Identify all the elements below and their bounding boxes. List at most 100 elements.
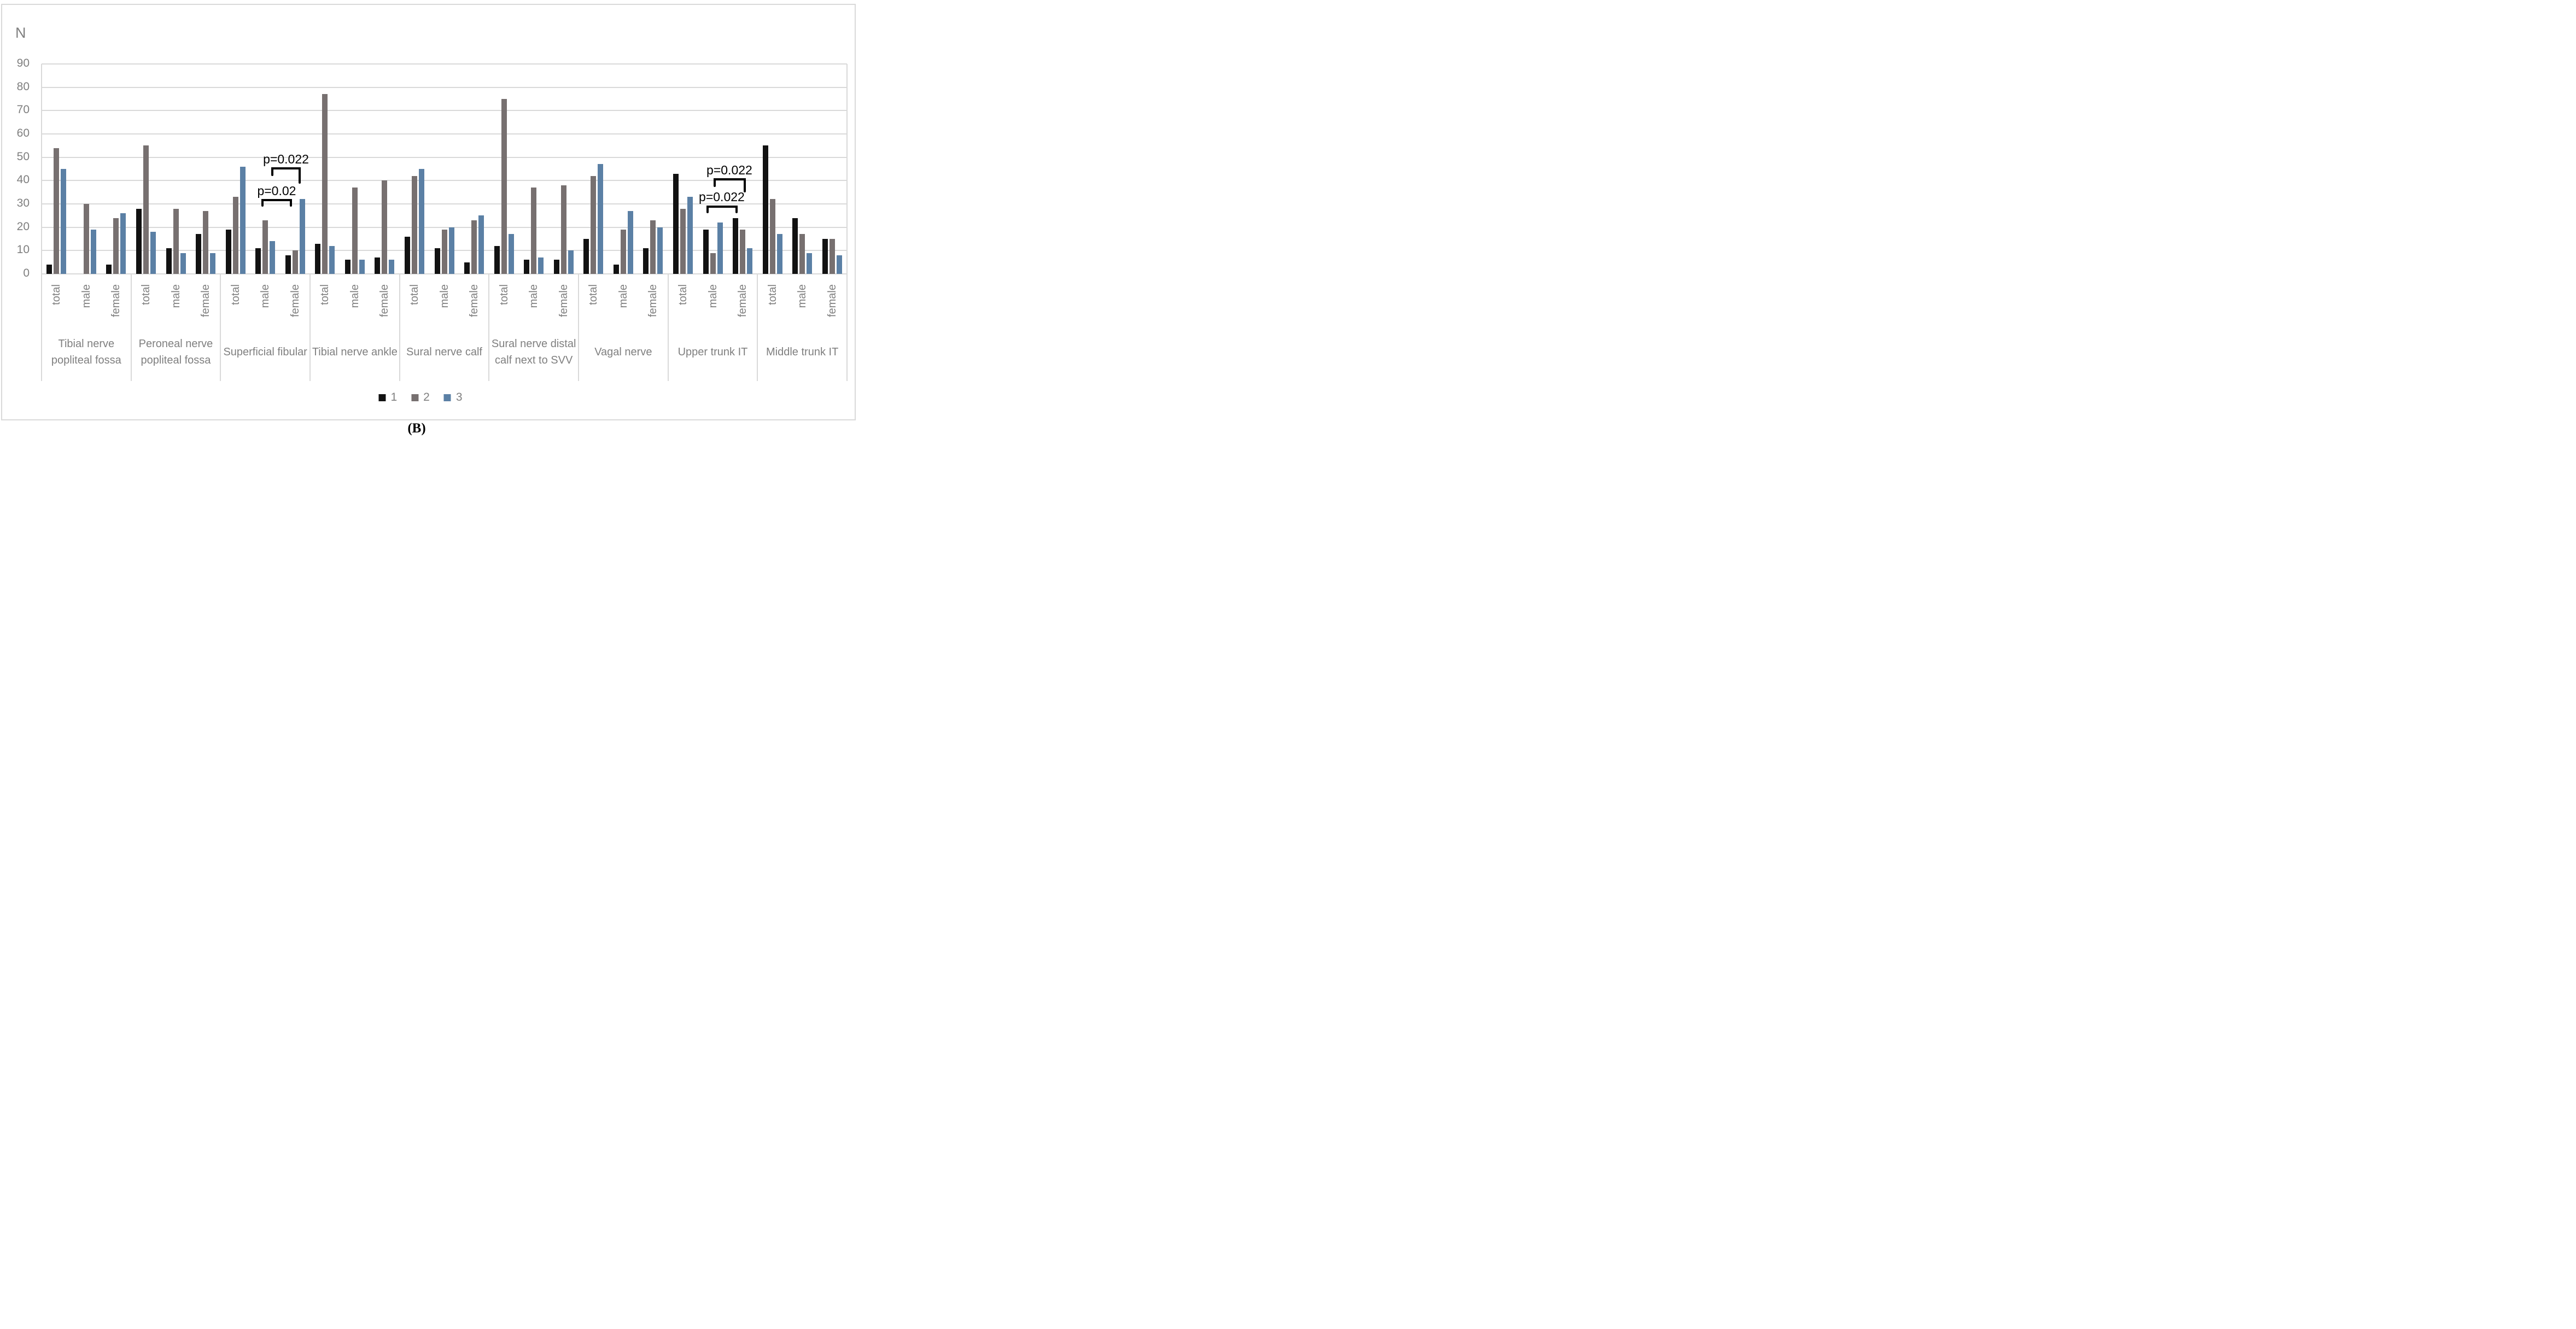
gridline bbox=[42, 63, 847, 65]
bracket-arm bbox=[271, 167, 273, 177]
y-tick-label: 90 bbox=[16, 57, 30, 69]
significance-bracket bbox=[261, 199, 293, 207]
category-label: Middle trunk IT bbox=[766, 346, 839, 358]
bar bbox=[471, 220, 477, 274]
y-axis-title: N bbox=[15, 25, 26, 41]
gridline bbox=[42, 203, 847, 204]
group-divider bbox=[399, 274, 400, 381]
gridline bbox=[42, 110, 847, 112]
bar bbox=[382, 180, 388, 274]
figure-caption: (B) bbox=[407, 421, 426, 436]
group-divider bbox=[846, 64, 848, 381]
bar bbox=[322, 94, 328, 274]
bar bbox=[404, 236, 410, 274]
bar bbox=[464, 262, 470, 274]
group-divider bbox=[488, 274, 490, 381]
bar bbox=[501, 99, 507, 274]
bracket-arm bbox=[735, 205, 738, 214]
category-label: Sural nerve distal calf next to SVV bbox=[491, 338, 576, 366]
significance-bracket bbox=[271, 167, 301, 184]
legend-item: 2 bbox=[411, 391, 430, 404]
bar bbox=[687, 197, 693, 274]
bar bbox=[524, 260, 530, 274]
legend-label: 1 bbox=[390, 391, 398, 403]
bar bbox=[150, 232, 156, 274]
bar bbox=[411, 175, 417, 274]
group-divider bbox=[757, 274, 758, 381]
bar bbox=[389, 260, 395, 274]
bar bbox=[560, 185, 566, 274]
bar bbox=[285, 255, 291, 274]
bar bbox=[180, 253, 186, 274]
bar bbox=[822, 239, 828, 274]
legend-swatch bbox=[411, 394, 419, 401]
legend-swatch bbox=[378, 394, 386, 401]
bar bbox=[315, 243, 321, 274]
bar bbox=[166, 248, 172, 274]
bar bbox=[136, 208, 142, 274]
bar bbox=[494, 245, 500, 274]
y-tick-label: 70 bbox=[16, 103, 30, 116]
bar bbox=[448, 227, 454, 274]
bar bbox=[710, 253, 716, 274]
bar bbox=[717, 223, 723, 274]
bar bbox=[538, 257, 544, 274]
bracket-arm bbox=[706, 205, 709, 214]
bar bbox=[531, 188, 537, 274]
category-label: Tibial nerve popliteal fossa bbox=[51, 338, 121, 366]
bar bbox=[240, 166, 246, 274]
significance-label: p=0.022 bbox=[699, 190, 745, 204]
significance-label: p=0.022 bbox=[706, 163, 752, 178]
bar bbox=[352, 188, 358, 274]
bar bbox=[90, 229, 96, 274]
significance-bracket bbox=[713, 178, 746, 193]
gridline bbox=[42, 180, 847, 182]
bar bbox=[747, 248, 753, 274]
bar bbox=[441, 229, 447, 274]
category-label: Upper trunk IT bbox=[677, 346, 748, 358]
chart-frame: N 0 10 20 30 40 50 60 70 80 90 total male female tot… bbox=[1, 4, 856, 420]
bar bbox=[643, 248, 649, 274]
gridline bbox=[42, 133, 847, 134]
bar bbox=[478, 215, 484, 274]
group-divider bbox=[578, 274, 579, 381]
bar bbox=[196, 234, 202, 274]
bar bbox=[703, 229, 709, 274]
bar bbox=[203, 210, 209, 274]
gridline bbox=[42, 156, 847, 158]
legend-label: 3 bbox=[455, 391, 463, 403]
bar bbox=[270, 241, 276, 274]
bar bbox=[210, 253, 216, 274]
bar bbox=[113, 218, 119, 274]
bar bbox=[829, 239, 835, 274]
bracket-arm bbox=[298, 167, 301, 184]
y-tick-label: 10 bbox=[16, 243, 30, 256]
bar bbox=[173, 208, 179, 274]
bar bbox=[508, 234, 514, 274]
bar bbox=[807, 253, 813, 274]
bracket-arm bbox=[743, 178, 746, 193]
bar bbox=[232, 197, 238, 274]
bar bbox=[83, 204, 89, 274]
group-divider bbox=[41, 64, 42, 381]
legend-swatch bbox=[443, 394, 451, 401]
bar bbox=[46, 264, 52, 274]
bar bbox=[598, 164, 604, 274]
y-tick-label: 40 bbox=[16, 173, 30, 186]
bar bbox=[769, 199, 775, 274]
y-tick-label: 30 bbox=[16, 197, 30, 209]
bar bbox=[329, 245, 335, 274]
bar bbox=[375, 257, 381, 274]
bar bbox=[836, 255, 842, 274]
group-divider bbox=[309, 274, 311, 381]
bar bbox=[143, 145, 149, 274]
y-tick-label: 80 bbox=[16, 80, 30, 93]
bar bbox=[418, 169, 424, 274]
bar bbox=[591, 175, 597, 274]
bar bbox=[344, 260, 351, 274]
bar bbox=[225, 229, 231, 274]
legend-item: 1 bbox=[378, 391, 397, 404]
bar bbox=[359, 260, 365, 274]
bar bbox=[553, 260, 559, 274]
gridline bbox=[42, 273, 847, 274]
